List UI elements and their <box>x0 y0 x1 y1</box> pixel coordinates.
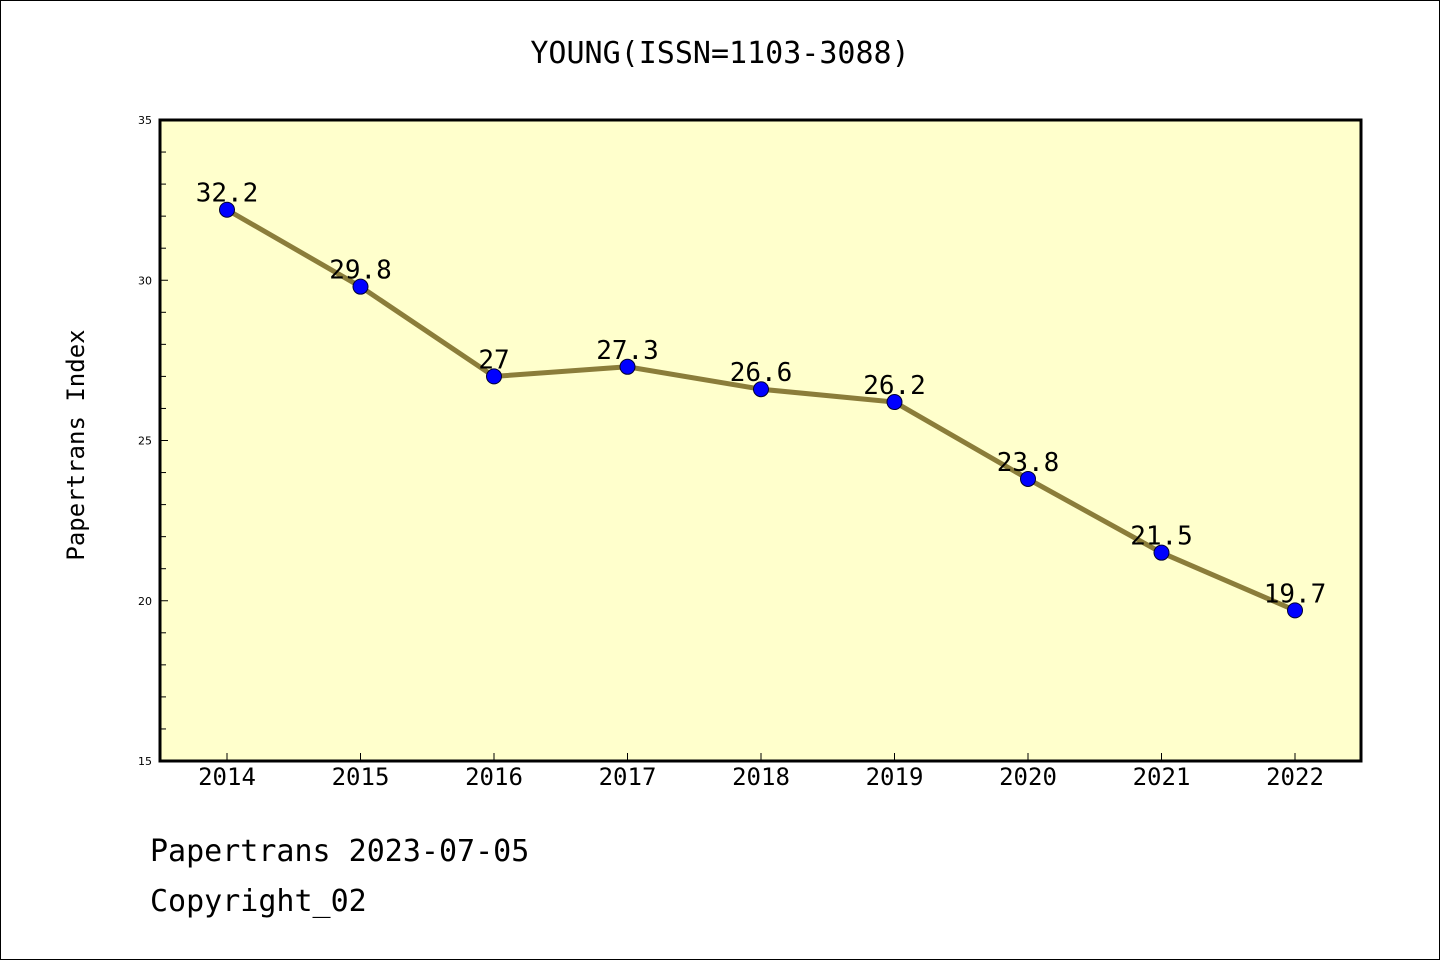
chart-title: YOUNG(ISSN=1103-3088) <box>530 36 910 71</box>
x-tick-label: 2020 <box>999 763 1057 791</box>
x-tick-label: 2022 <box>1266 763 1324 791</box>
data-point <box>352 278 369 295</box>
plot-area <box>160 120 1361 761</box>
data-label: 23.8 <box>997 448 1060 478</box>
footer-source-date: Papertrans 2023-07-05 <box>150 834 530 869</box>
plot-border <box>158 118 1363 763</box>
y-tick-label: 30 <box>138 274 152 287</box>
data-label: 26.2 <box>863 371 926 401</box>
data-label: 27.3 <box>596 336 659 366</box>
data-point <box>753 381 769 398</box>
data-point <box>1153 544 1170 561</box>
x-tick-label: 2014 <box>198 763 256 791</box>
data-point <box>486 368 502 385</box>
x-tick-label: 2018 <box>732 763 790 791</box>
data-labels: 32.2 29.8 27 27.3 26.6 26.2 23.8 21.5 19.7 <box>196 179 1327 610</box>
x-tick-label: 2016 <box>465 763 523 791</box>
y-tick-label: 15 <box>138 755 152 768</box>
data-label: 27 <box>478 345 509 375</box>
x-tick-label: 2015 <box>332 763 390 791</box>
data-label: 21.5 <box>1130 522 1193 552</box>
data-point <box>619 358 636 375</box>
x-axis-ticks: 2014 2015 2016 2017 2018 2019 2020 2021 2022 <box>198 753 1324 791</box>
data-label: 29.8 <box>329 256 392 286</box>
data-label: 26.6 <box>730 358 793 388</box>
x-tick-label: 2021 <box>1133 763 1191 791</box>
data-label: 32.2 <box>196 179 259 209</box>
x-tick-label: 2019 <box>866 763 924 791</box>
data-point <box>1020 470 1036 487</box>
y-tick-label: 35 <box>138 114 152 127</box>
footer-copyright: Copyright_02 <box>150 884 367 919</box>
data-point <box>886 394 903 411</box>
y-tick-label: 20 <box>138 595 152 608</box>
y-tick-label: 25 <box>138 435 152 448</box>
data-label: 19.7 <box>1264 579 1327 609</box>
data-point <box>219 201 235 218</box>
data-point <box>1287 602 1303 619</box>
y-axis-ticks: 15 20 25 30 35 <box>138 114 168 768</box>
data-points <box>219 201 1303 619</box>
x-tick-label: 2017 <box>599 763 657 791</box>
